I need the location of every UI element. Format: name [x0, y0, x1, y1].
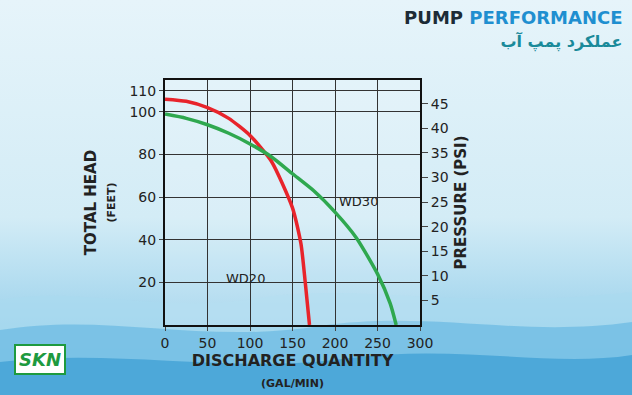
svg-text:20: 20 — [138, 274, 156, 290]
svg-text:DISCHARGE QUANTITY(GAL/MIN): DISCHARGE QUANTITY(GAL/MIN) — [192, 351, 394, 390]
svg-text:10: 10 — [431, 268, 449, 284]
svg-text:40: 40 — [138, 232, 156, 248]
svg-text:45: 45 — [431, 96, 449, 112]
svg-text:60: 60 — [138, 189, 156, 205]
svg-text:PUMP PERFORMANCEعملکرد پمپ آب: PUMP PERFORMANCEعملکرد پمپ آب — [404, 7, 622, 52]
svg-text:100: 100 — [129, 104, 156, 120]
svg-text:300: 300 — [407, 335, 434, 351]
svg-text:0: 0 — [161, 335, 170, 351]
svg-text:35: 35 — [431, 145, 449, 161]
svg-text:PRESSURE (PSI): PRESSURE (PSI) — [452, 135, 470, 269]
svg-text:50: 50 — [199, 335, 217, 351]
svg-text:WD20: WD20 — [226, 271, 265, 286]
svg-text:150: 150 — [279, 335, 306, 351]
svg-text:40: 40 — [431, 120, 449, 136]
svg-text:200: 200 — [322, 335, 349, 351]
svg-text:250: 250 — [364, 335, 391, 351]
svg-text:20: 20 — [431, 219, 449, 235]
svg-text:30: 30 — [431, 169, 449, 185]
svg-text:5: 5 — [431, 292, 440, 308]
svg-text:SKN: SKN — [19, 349, 61, 370]
svg-text:TOTAL HEAD(FEET): TOTAL HEAD(FEET) — [82, 150, 119, 255]
svg-text:15: 15 — [431, 243, 449, 259]
svg-text:WD30: WD30 — [339, 194, 378, 209]
svg-text:110: 110 — [129, 83, 156, 99]
svg-text:100: 100 — [237, 335, 264, 351]
svg-text:80: 80 — [138, 146, 156, 162]
svg-text:25: 25 — [431, 194, 449, 210]
